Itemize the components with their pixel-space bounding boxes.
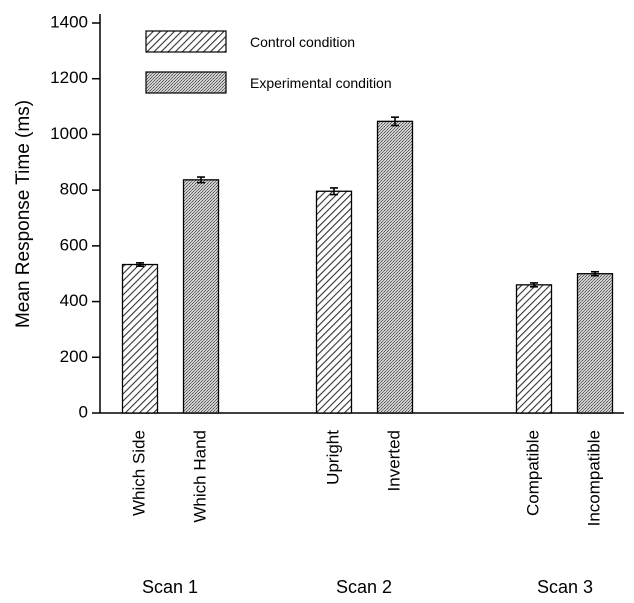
- category-label: Compatible: [523, 430, 542, 516]
- y-tick-label: 200: [60, 347, 88, 366]
- y-tick-label: 1200: [50, 68, 88, 87]
- bar: [515, 284, 553, 414]
- legend-swatch-experimental: [145, 71, 227, 94]
- bars: [121, 116, 614, 414]
- group-labels: Scan 1 Scan 2 Scan 3: [142, 577, 593, 597]
- bar: [376, 120, 414, 414]
- category-label: Upright: [323, 430, 342, 485]
- legend-label-experimental: Experimental condition: [250, 75, 392, 91]
- y-tick-label: 600: [60, 235, 88, 254]
- group-label: Scan 2: [336, 577, 392, 597]
- y-ticks: 0 200 400 600 800 1000 1200 1400: [50, 12, 100, 421]
- y-tick-label: 0: [79, 402, 88, 421]
- group-label: Scan 1: [142, 577, 198, 597]
- legend: Control condition Experimental condition: [145, 30, 392, 94]
- bar: [576, 273, 614, 414]
- y-tick-label: 400: [60, 291, 88, 310]
- bar: [315, 190, 353, 414]
- y-tick-label: 1400: [50, 12, 88, 31]
- category-label: Inverted: [384, 430, 403, 491]
- legend-label-control: Control condition: [250, 34, 355, 50]
- y-tick-label: 800: [60, 180, 88, 199]
- legend-swatch-control: [145, 30, 227, 53]
- category-labels: Which Side Which Hand Upright Inverted Compa…: [129, 430, 603, 527]
- group-label: Scan 3: [537, 577, 593, 597]
- category-label: Which Hand: [190, 430, 209, 523]
- category-label: Which Side: [129, 430, 148, 516]
- bar: [182, 179, 220, 414]
- bar: [121, 263, 159, 414]
- y-axis-title: Mean Response Time (ms): [13, 100, 34, 328]
- y-tick-label: 1000: [50, 124, 88, 143]
- category-label: Incompatible: [584, 430, 603, 526]
